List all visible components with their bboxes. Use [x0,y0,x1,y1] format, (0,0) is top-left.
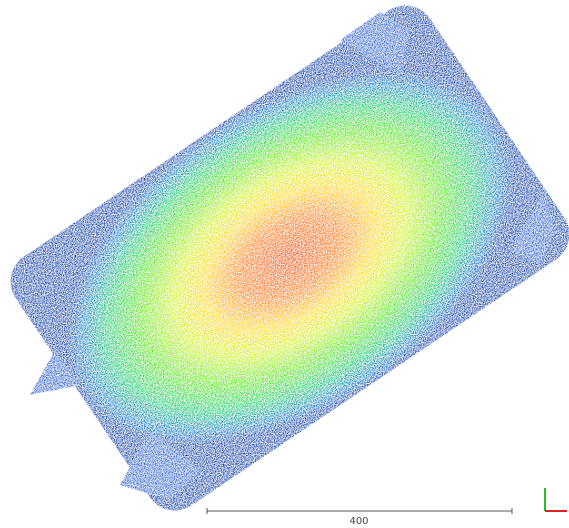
cloud-corner [340,12,410,75]
cloud-corner [30,350,80,395]
scale-bar: 400 [206,508,513,527]
cloud-corner [510,190,555,265]
axis-gizmo [544,488,567,512]
cloud-corner [120,430,200,500]
scale-label: 400 [349,516,368,527]
